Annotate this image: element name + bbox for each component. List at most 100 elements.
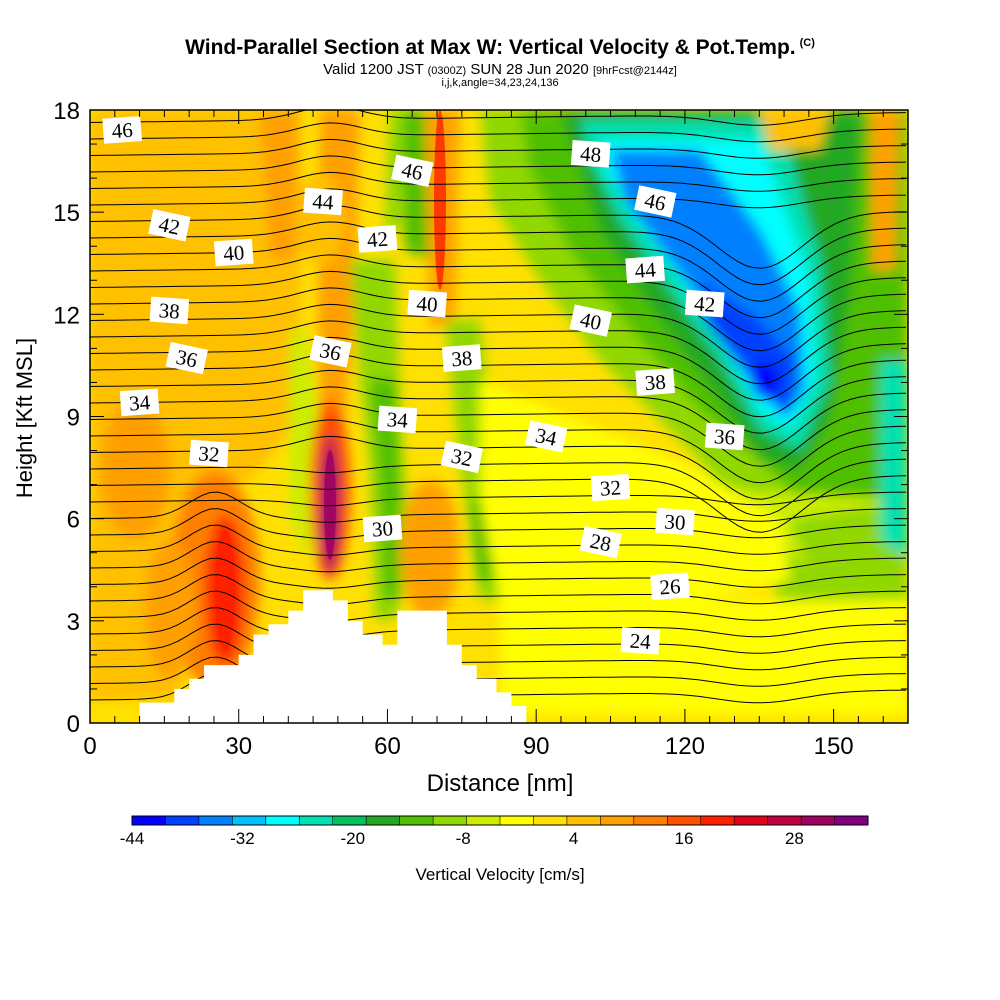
isentrope-line: [90, 303, 907, 368]
svg-text:30: 30: [371, 516, 394, 541]
isentrope-label: 32: [189, 439, 229, 468]
isentrope-label: 38: [441, 344, 482, 372]
isentrope-line: [90, 541, 907, 573]
colorbar-swatch: [232, 816, 267, 825]
colorbar-tick-label: -32: [230, 829, 255, 848]
svg-text:34: 34: [128, 390, 151, 415]
isentrope-line: [90, 188, 907, 209]
isentrope-lines: [90, 90, 907, 705]
y-axis-label: Height [Kft MSL]: [12, 338, 37, 498]
svg-text:46: 46: [642, 188, 668, 216]
isentrope-label: 42: [148, 209, 191, 242]
isentrope-line: [90, 574, 907, 606]
colorbar-swatch: [433, 816, 467, 825]
isentrope-line: [90, 402, 907, 467]
svg-text:42: 42: [366, 227, 389, 252]
svg-text:44: 44: [312, 189, 335, 214]
isentrope-line: [90, 475, 907, 533]
svg-text:46: 46: [399, 157, 425, 185]
x-tick-label: 150: [814, 733, 854, 760]
svg-text:48: 48: [579, 142, 602, 167]
y-tick-label: 3: [67, 609, 80, 636]
isentrope-line: [90, 607, 907, 639]
colorbar-swatch: [734, 816, 768, 825]
isentrope-line: [90, 369, 907, 434]
valid-utc-text: (0300Z): [427, 65, 467, 77]
isentrope-line: [90, 656, 907, 688]
isentrope-label: 36: [704, 422, 745, 451]
svg-text:36: 36: [174, 345, 200, 373]
colorbar-swatch: [132, 816, 166, 825]
colorbar-swatch: [165, 816, 200, 825]
isentrope-line: [90, 155, 907, 176]
isentrope-label: 38: [635, 368, 675, 396]
svg-text:36: 36: [713, 424, 736, 449]
isentrope-label: 44: [625, 255, 665, 284]
svg-text:34: 34: [386, 407, 409, 432]
isentrope-line: [90, 110, 907, 126]
valid-date-text: SUN 28 Jun 2020: [470, 61, 589, 78]
x-tick-label: 120: [665, 733, 705, 760]
isentrope-line: [90, 524, 907, 556]
isentrope-line: [90, 491, 907, 523]
vertical-velocity-field: [90, 110, 908, 715]
svg-text:26: 26: [659, 574, 682, 599]
isentrope-label: 36: [165, 341, 208, 375]
colorbar-swatch: [834, 816, 869, 825]
y-tick-label: 12: [53, 302, 80, 329]
isentrope-line: [90, 623, 907, 655]
colorbar-swatch: [667, 816, 702, 825]
colorbar-swatch: [600, 816, 635, 825]
chart-subtitle: Valid 1200 JST (0300Z) SUN 28 Jun 2020 […: [0, 61, 1000, 78]
isentrope-line: [90, 90, 906, 109]
y-tick-label: 6: [67, 507, 80, 534]
isentrope-labels: 46 44 42 40 38 36 34 32 46 42 40 36 38 34 32 30 48 46 44 42…: [102, 116, 745, 655]
isentrope-label: 36: [309, 335, 352, 368]
isentrope-line: [90, 270, 907, 335]
isentrope-line: [90, 204, 907, 269]
colorbar-swatch: [500, 816, 534, 825]
colorbar-swatch: [198, 816, 233, 825]
isentrope-label: 30: [655, 507, 695, 536]
isentrope-line: [90, 491, 907, 507]
copyright-mark: (C): [799, 37, 815, 49]
isentrope-line: [90, 320, 907, 385]
isentrope-label: 30: [362, 514, 403, 543]
isentrope-line: [90, 287, 907, 352]
colorbar-tick-label: -20: [341, 829, 366, 848]
isentrope-line: [90, 386, 907, 451]
svg-text:28: 28: [588, 529, 614, 557]
colorbar-swatch: [399, 816, 434, 825]
colorbar-swatch: [533, 816, 568, 825]
colorbar-swatch: [801, 816, 835, 825]
svg-text:30: 30: [664, 509, 687, 534]
isentrope-line: [90, 138, 907, 159]
svg-text:42: 42: [157, 212, 183, 240]
colorbar-tick-label: -8: [456, 829, 471, 848]
svg-text:44: 44: [634, 257, 657, 282]
terrain-mask: [139, 590, 527, 723]
x-tick-label: 60: [374, 733, 401, 760]
colorbar-tick-label: -44: [120, 829, 145, 848]
isentrope-line: [90, 336, 907, 401]
isentrope-line: [90, 254, 907, 319]
isentrope-label: 44: [303, 187, 343, 216]
isentrope-line: [90, 640, 907, 672]
x-tick-label: 90: [523, 733, 550, 760]
svg-text:32: 32: [198, 441, 221, 466]
colorbar-swatch: [332, 816, 367, 825]
isentrope-label: 34: [525, 420, 568, 453]
isentrope-label: 40: [213, 238, 254, 267]
colorbar-swatch: [767, 816, 802, 825]
isentrope-line: [90, 221, 907, 286]
colorbar-tick-label: 28: [785, 829, 804, 848]
isentrope-label: 34: [119, 388, 160, 417]
isentrope-label: 38: [149, 296, 190, 325]
colorbar-swatch: [299, 816, 334, 825]
grid-info-text: i,j,k,angle=34,23,24,136: [441, 77, 559, 89]
svg-text:40: 40: [578, 307, 604, 335]
isentrope-label: 48: [570, 140, 611, 168]
svg-text:36: 36: [318, 338, 344, 366]
colorbar-swatch: [265, 816, 300, 825]
